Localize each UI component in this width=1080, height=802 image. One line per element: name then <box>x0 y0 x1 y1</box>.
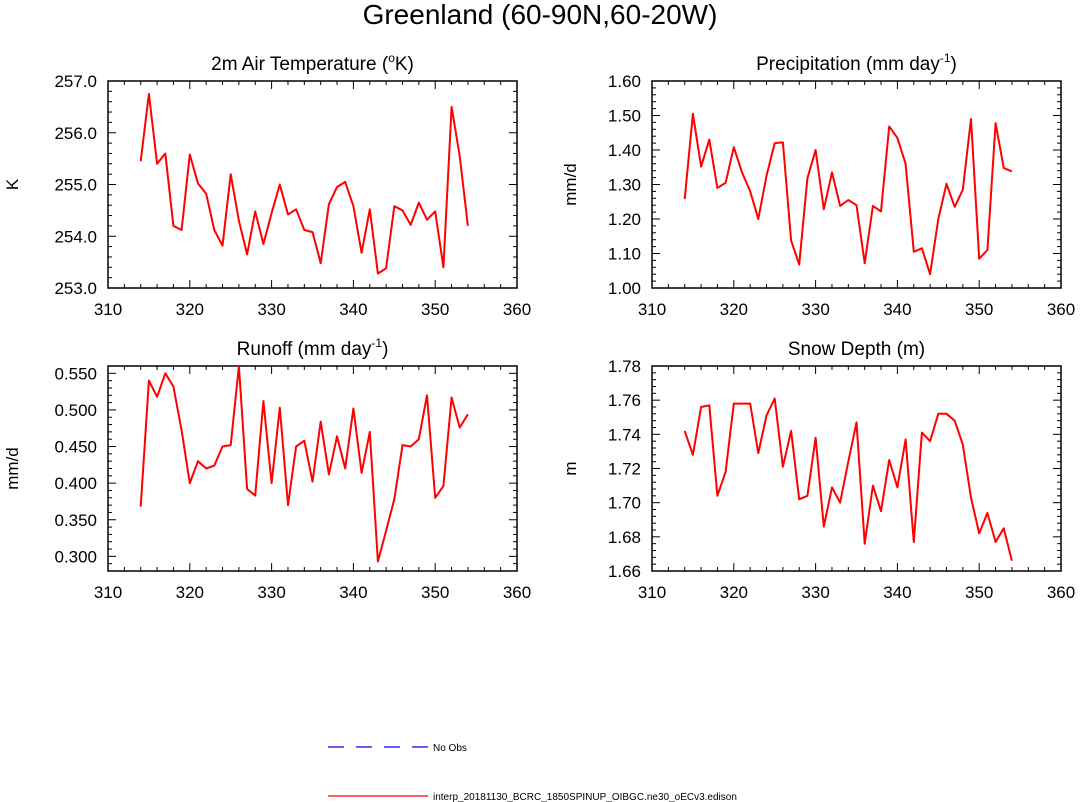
panel-title-superscript: o <box>388 51 395 65</box>
panel-title-unit: ) <box>951 54 957 75</box>
x-tick-label: 360 <box>503 300 531 319</box>
panel-title: 2m Air Temperature (oK) <box>211 51 414 75</box>
y-tick-label: 0.550 <box>54 364 97 383</box>
x-tick-label: 320 <box>720 300 748 319</box>
y-tick-label: 1.30 <box>608 176 641 195</box>
model-series-line <box>683 397 1013 562</box>
panel-title-unit: ) <box>382 339 388 360</box>
model-series-line <box>683 112 1013 276</box>
x-tick-label: 330 <box>801 583 829 602</box>
y-tick-label: 1.68 <box>608 528 641 547</box>
x-tick-label: 310 <box>638 300 666 319</box>
y-tick-label: 0.500 <box>54 401 97 420</box>
y-tick-label: 1.78 <box>608 357 641 376</box>
panel-title: Precipitation (mm day-1) <box>756 51 957 75</box>
x-tick-label: 350 <box>965 583 993 602</box>
figure-title: Greenland (60-90N,60-20W) <box>362 0 718 30</box>
y-axis-label: mm/d <box>561 163 580 206</box>
x-tick-label: 360 <box>503 583 531 602</box>
y-tick-label: 1.20 <box>608 210 641 229</box>
legend-obs-label: No Obs <box>433 743 467 754</box>
panel-title: Runoff (mm day-1) <box>237 336 389 360</box>
y-tick-label: 255.0 <box>54 176 97 195</box>
panel-title-unit: K) <box>395 54 414 75</box>
y-tick-label: 1.60 <box>608 72 641 91</box>
model-series-line <box>139 366 469 563</box>
panel-title-text: Snow Depth (m) <box>788 339 925 360</box>
y-tick-label: 0.450 <box>54 438 97 457</box>
panel-title-superscript: -1 <box>940 51 951 65</box>
y-tick-label: 1.00 <box>608 279 641 298</box>
x-tick-label: 320 <box>720 583 748 602</box>
x-tick-label: 330 <box>257 583 285 602</box>
plot-frame <box>651 80 1062 289</box>
legend-model-label: interp_20181130_BCRC_1850SPINUP_OIBGC.ne… <box>433 792 737 802</box>
y-tick-label: 1.76 <box>608 391 641 410</box>
panel-2: Precipitation (mm day-1) 310 320 330 340 350 3… <box>561 51 1075 319</box>
y-tick-label: 1.74 <box>608 425 641 444</box>
panel-title-text: 2m Air Temperature ( <box>211 54 389 75</box>
x-tick-label: 320 <box>176 583 204 602</box>
x-tick-label: 310 <box>638 583 666 602</box>
legend: No Obs interp_20181130_BCRC_1850SPINUP_OI… <box>328 743 737 802</box>
x-tick-label: 350 <box>421 583 449 602</box>
x-tick-label: 350 <box>421 300 449 319</box>
panel-title-text: Runoff (mm day <box>237 339 372 360</box>
panel-title-text: Precipitation (mm day <box>756 54 940 75</box>
x-tick-label: 360 <box>1047 583 1075 602</box>
y-tick-label: 0.400 <box>54 474 97 493</box>
x-tick-label: 330 <box>801 300 829 319</box>
panel-4: Snow Depth (m) 310 320 330 340 350 360 1.66 1.68… <box>561 339 1075 602</box>
y-tick-label: 0.350 <box>54 511 97 530</box>
y-tick-label: 256.0 <box>54 124 97 143</box>
panel-title-superscript: -1 <box>371 336 382 350</box>
y-tick-label: 253.0 <box>54 279 97 298</box>
y-tick-label: 1.40 <box>608 141 641 160</box>
x-tick-label: 310 <box>94 300 122 319</box>
x-tick-label: 350 <box>965 300 993 319</box>
y-tick-label: 254.0 <box>54 227 97 246</box>
y-tick-label: 1.50 <box>608 107 641 126</box>
y-axis-label: m <box>561 461 580 475</box>
x-tick-label: 310 <box>94 583 122 602</box>
y-axis-label: K <box>3 178 22 190</box>
x-tick-label: 340 <box>883 583 911 602</box>
x-tick-label: 340 <box>339 583 367 602</box>
y-tick-label: 257.0 <box>54 72 97 91</box>
x-tick-label: 360 <box>1047 300 1075 319</box>
y-tick-label: 1.72 <box>608 460 641 479</box>
panel-title: Snow Depth (m) <box>788 339 925 360</box>
x-tick-label: 340 <box>883 300 911 319</box>
y-tick-label: 0.300 <box>54 547 97 566</box>
plot-frame <box>651 365 1062 572</box>
plot-frame <box>107 365 518 572</box>
x-tick-label: 330 <box>257 300 285 319</box>
y-tick-label: 1.66 <box>608 562 641 581</box>
x-tick-label: 320 <box>176 300 204 319</box>
model-series-line <box>139 92 469 275</box>
y-tick-label: 1.70 <box>608 494 641 513</box>
y-axis-label: mm/d <box>3 447 22 490</box>
panel-3: Runoff (mm day-1) 310 320 330 340 350 360 0.300… <box>3 336 531 602</box>
x-tick-label: 340 <box>339 300 367 319</box>
panel-1: 2m Air Temperature (oK) 310 320 330 340 350 36… <box>3 51 531 319</box>
y-tick-label: 1.10 <box>608 245 641 264</box>
